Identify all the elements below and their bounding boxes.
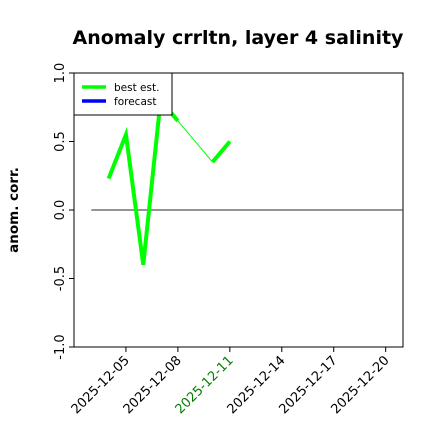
y-tick-label: -0.5 [53, 266, 68, 291]
legend-box [73, 72, 173, 116]
series-line-segment [210, 140, 232, 164]
y-axis: -1.0 -0.5 0.0 0.5 1.0 [53, 63, 74, 360]
series-line-segment [106, 95, 180, 266]
legend-label-best-est: best est. [114, 82, 159, 94]
y-tick-label: 1.0 [53, 63, 68, 84]
chart-title: Anomaly crrltn, layer 4 salinity [73, 27, 404, 49]
legend-label-forecast: forecast [114, 96, 156, 108]
x-axis: 2025-12-052025-12-082025-12-112025-12-14… [69, 347, 393, 417]
series-line-segment [177, 120, 213, 163]
y-tick-label: 0.0 [53, 200, 68, 221]
y-tick-label: -1.0 [53, 334, 68, 359]
y-tick-label: 0.5 [53, 131, 68, 152]
legend: best est. forecast [73, 72, 173, 116]
series-layer [106, 95, 232, 266]
y-axis-label: anom. corr. [6, 167, 22, 253]
